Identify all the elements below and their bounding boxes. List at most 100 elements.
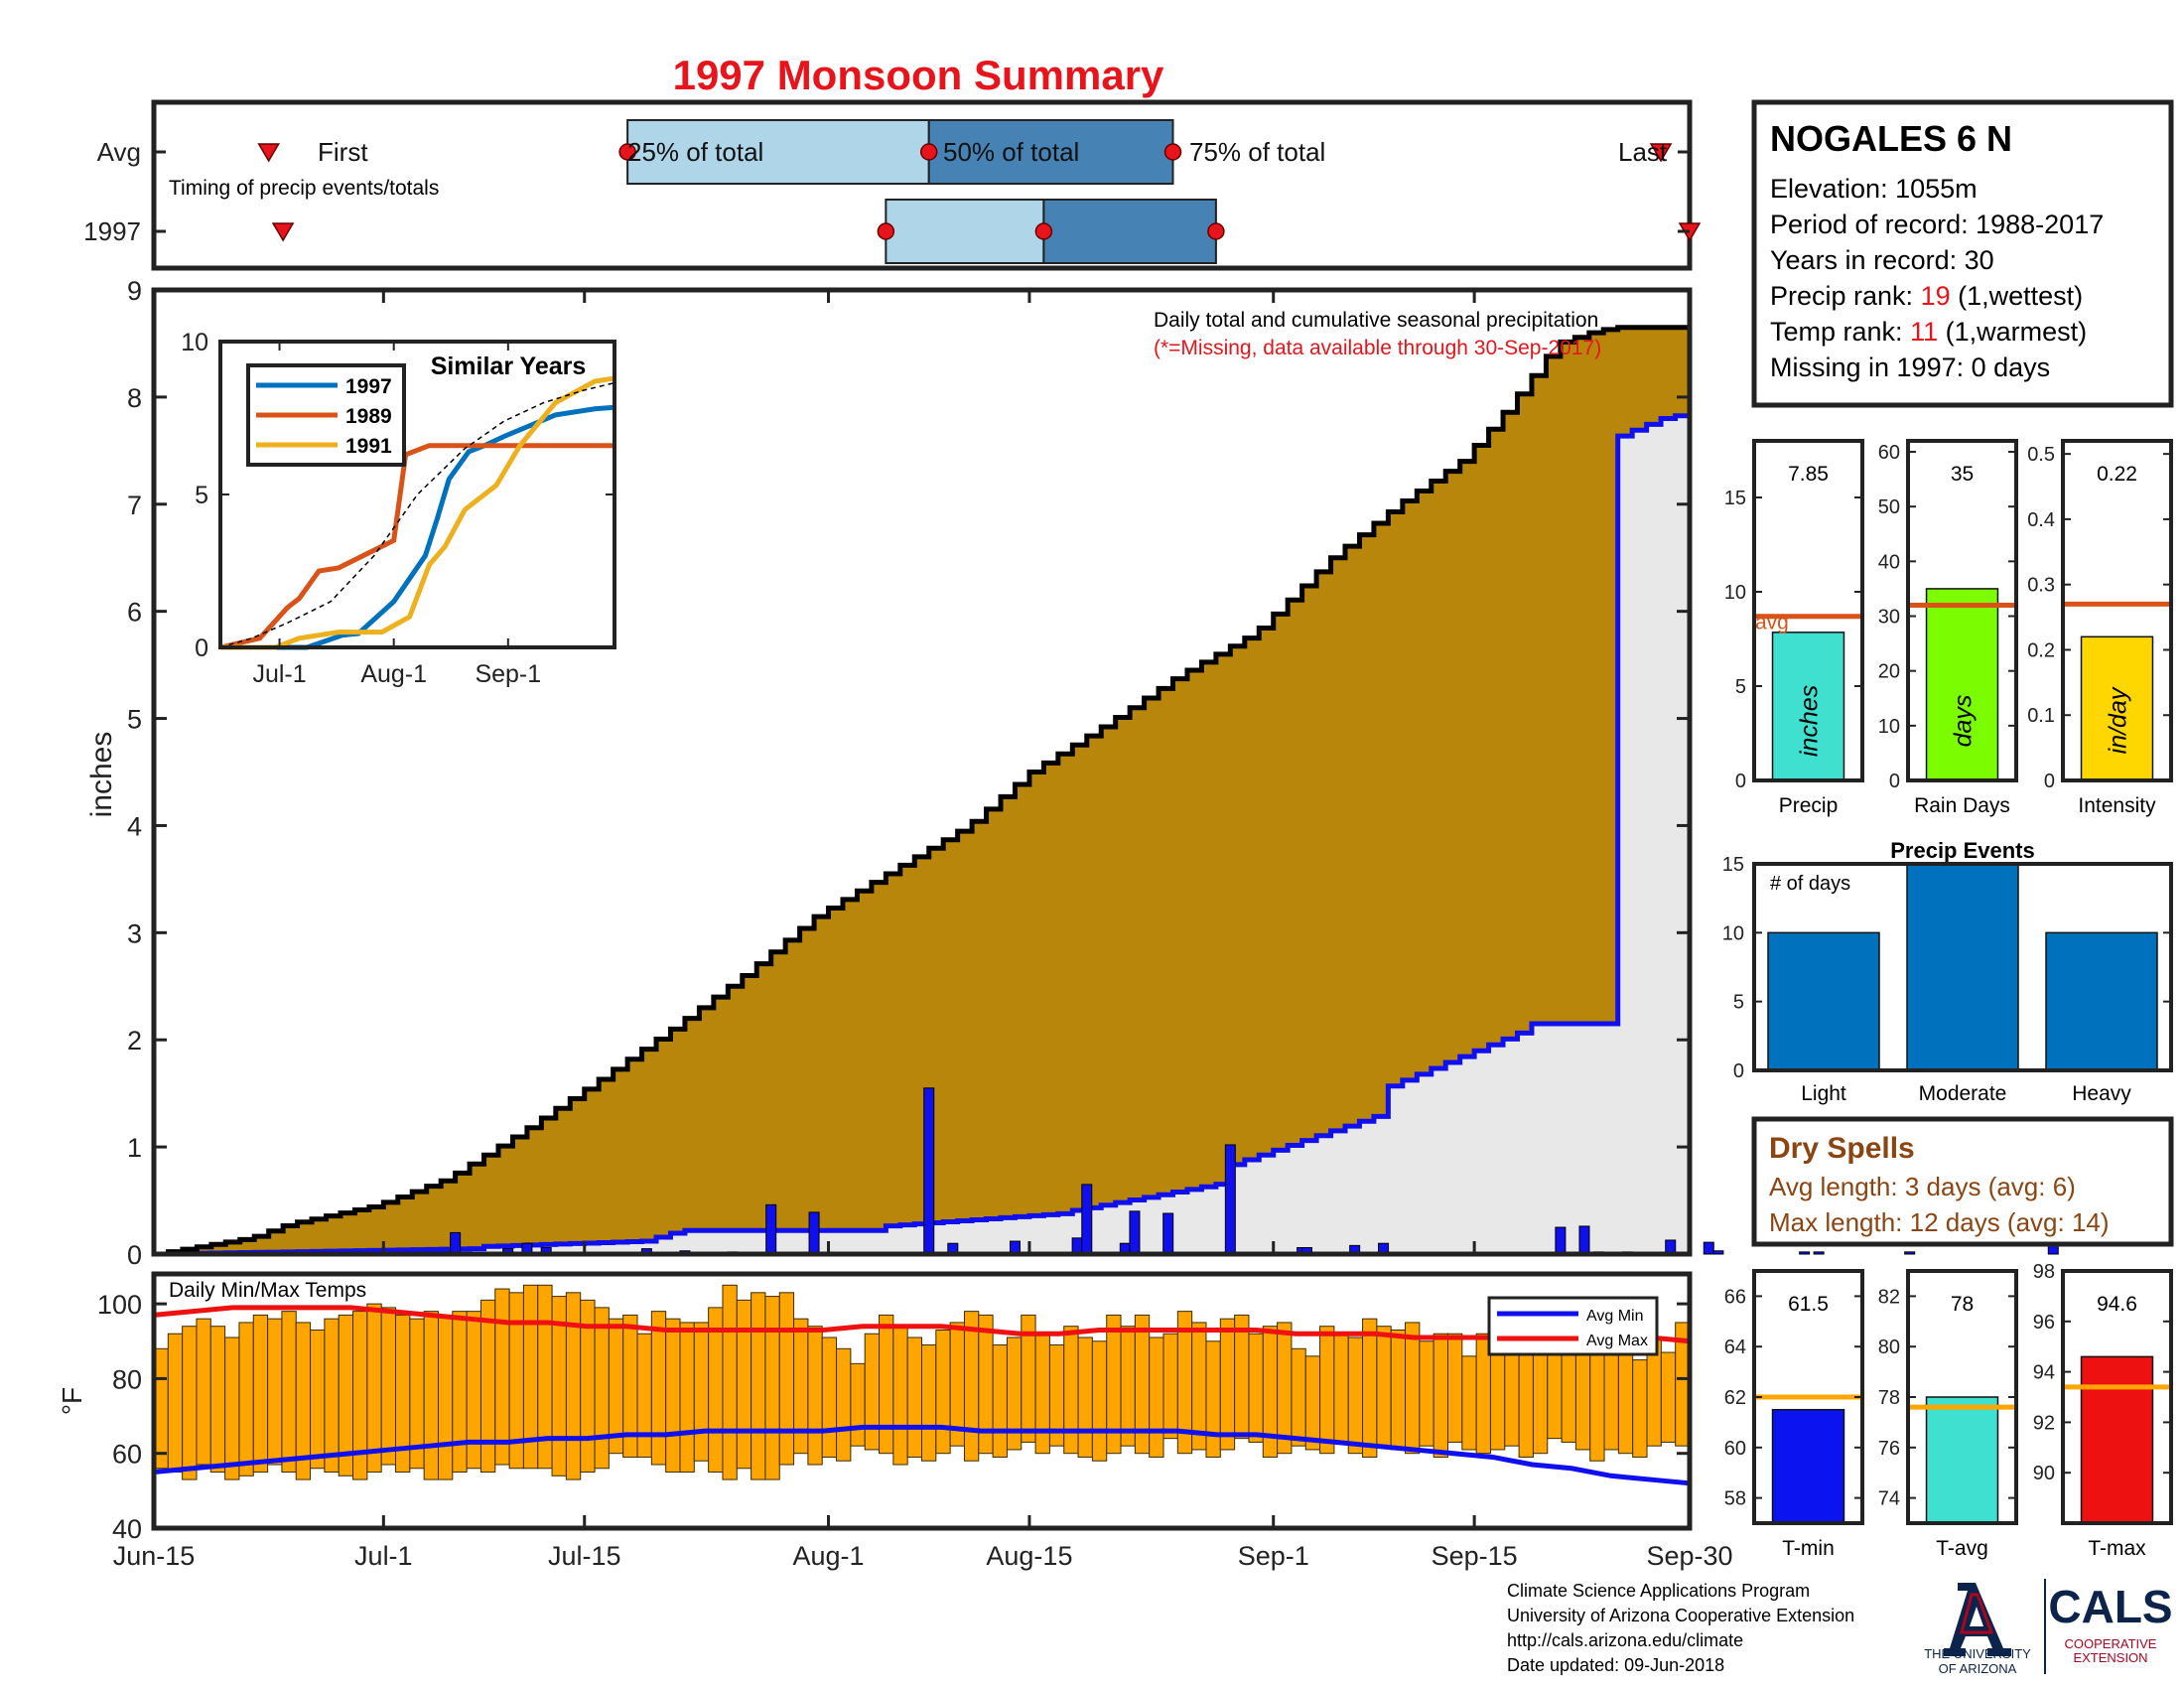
- daily-temp-bar: [935, 1329, 951, 1455]
- avg-max-line: [153, 1305, 1691, 1344]
- footer-line-2: University of Arizona Cooperative Extens…: [1507, 1606, 1854, 1625]
- dry-spells-frame: [1751, 1116, 2174, 1247]
- daily-precip-bar: [1081, 1184, 1093, 1255]
- daily-temp-bar: [665, 1318, 681, 1474]
- cals-logo: CALS COOPERATIVE EXTENSION: [2048, 1581, 2172, 1665]
- intensity-xlabel: Intensity: [2078, 794, 2156, 817]
- tmax-ytick-label: 98: [2033, 1261, 2055, 1283]
- tmax-value-text: 94.6: [2097, 1293, 2137, 1316]
- tavg-ytick-label: 82: [1878, 1286, 1900, 1308]
- events-xlabel: Moderate: [1919, 1082, 2007, 1105]
- daily-temp-bar: [1461, 1355, 1477, 1451]
- temp-ytick-label: 80: [112, 1364, 142, 1394]
- precip-ytick-label: 5: [1735, 676, 1746, 698]
- tmin-xlabel: T-min: [1782, 1537, 1835, 1560]
- tmin-ytick-label: 60: [1724, 1438, 1746, 1460]
- rain-days-ytick-label: 30: [1878, 607, 1900, 629]
- daily-temp-bar: [1077, 1336, 1093, 1458]
- daily-temp-bar: [1248, 1333, 1264, 1443]
- daily-temp-bar: [892, 1326, 908, 1466]
- dry-spells-avg: Avg length: 3 days (avg: 6): [1769, 1172, 2076, 1201]
- daily-temp-bar: [1574, 1351, 1591, 1451]
- inset-ytick-label: 5: [195, 482, 208, 509]
- timing-p75-label: 75% of total: [1189, 137, 1325, 167]
- tmax-bar: [2080, 1355, 2154, 1524]
- inset-xtick-label: Sep-1: [475, 660, 541, 688]
- daily-temp-bar: [1234, 1314, 1250, 1440]
- timing-last-label: Last: [1618, 137, 1668, 167]
- rain-days-ytick-label: 0: [1889, 771, 1900, 792]
- main-ytick-label: 3: [127, 918, 142, 948]
- tmin-ytick-label: 58: [1724, 1488, 1746, 1510]
- daily-precip-bar: [1904, 1251, 1916, 1255]
- inset-legend-label: 1997: [345, 375, 392, 398]
- avg-cumulative-line: [154, 325, 1690, 1257]
- tmax-xlabel: T-max: [2088, 1537, 2146, 1560]
- tmin-bar: [1771, 1408, 1845, 1524]
- ua-logo-line-1: THE UNIVERSITY: [1924, 1646, 2031, 1661]
- main-ytick-label: 5: [127, 705, 142, 735]
- intensity-bar: [2080, 635, 2154, 781]
- daily-temp-bar: [565, 1292, 582, 1480]
- temp-frame: [151, 1271, 1693, 1531]
- temp-xtick-label: Jul-15: [548, 1541, 621, 1571]
- dry-spells-max: Max length: 12 days (avg: 14): [1769, 1207, 2110, 1237]
- daily-temp-bar: [366, 1303, 382, 1474]
- avg-max-legend-label: Avg Max: [1586, 1333, 1648, 1349]
- daily-temp-bar: [864, 1333, 881, 1451]
- dry-spells-box: Dry Spells Avg length: 3 days (avg: 6) M…: [1751, 1116, 2174, 1247]
- daily-temp-bar: [594, 1307, 610, 1470]
- daily-precip-bar: [1555, 1226, 1567, 1255]
- precip-frame: [1752, 439, 1864, 782]
- daily-temp-bar: [693, 1322, 710, 1462]
- events-xlabel: Heavy: [2072, 1082, 2131, 1105]
- ua-block-a-inner-icon: [1960, 1593, 1994, 1634]
- inset-ytick-label: 0: [195, 634, 208, 662]
- precip-unit-label: inches: [1796, 685, 1824, 757]
- daily-temp-bar: [1362, 1318, 1378, 1458]
- rain-days-xlabel: Rain Days: [1914, 794, 2010, 817]
- temp-rank-label: Temp rank:: [1770, 317, 1910, 347]
- temp-xtick-label: Sep-15: [1432, 1541, 1518, 1571]
- daily-precip-bar: [1129, 1210, 1141, 1255]
- timing-p50-label: 50% of total: [943, 137, 1079, 167]
- tavg-value-text: 78: [1951, 1293, 1974, 1316]
- avg-quartile-marker-1: [618, 143, 636, 161]
- tmax-ytick-label: 94: [2033, 1362, 2055, 1384]
- inset-xtick-label: Aug-1: [360, 660, 427, 688]
- temp-xtick-label: Jun-15: [113, 1541, 196, 1571]
- temp-rank-value: 11: [1910, 317, 1938, 347]
- similar-year-line-1991: [220, 375, 615, 650]
- daily-precip-bar: [1712, 1250, 1724, 1255]
- daily-temp-bar: [1149, 1336, 1164, 1458]
- main-note-1: Daily total and cumulative seasonal prec…: [1154, 309, 1598, 332]
- inset-ytick-label: 10: [181, 329, 208, 356]
- station-frame: [1751, 99, 2174, 408]
- precip-rank-label: Precip rank:: [1770, 281, 1921, 311]
- daily-temp-bar: [1291, 1347, 1306, 1447]
- main-note-2: (*=Missing, data available through 30-Se…: [1154, 337, 1601, 359]
- temp-xtick-label: Aug-1: [792, 1541, 864, 1571]
- main-ytick-label: 6: [127, 598, 142, 628]
- daily-temp-bar: [722, 1284, 738, 1480]
- main-ytick-label: 7: [127, 491, 142, 520]
- cals-logo-text: CALS: [2048, 1581, 2172, 1632]
- intensity-ytick-label: 0.3: [2027, 575, 2055, 597]
- intensity-ytick-label: 0.2: [2027, 639, 2055, 661]
- daily-temp-bar: [1319, 1326, 1335, 1455]
- station-info-box: NOGALES 6 N Elevation: 1055m Period of r…: [1751, 99, 2174, 408]
- temp-xtick-label: Aug-15: [986, 1541, 1072, 1571]
- footer: Climate Science Applications Program Uni…: [1507, 1579, 2173, 1676]
- similar-years-average-line: [219, 381, 615, 648]
- footer-line-4: Date updated: 09-Jun-2018: [1507, 1655, 1724, 1675]
- daily-temp-bar: [437, 1314, 454, 1480]
- tmax-ytick-label: 90: [2033, 1463, 2055, 1484]
- tmin-value-text: 61.5: [1788, 1293, 1829, 1316]
- cals-sub-2: EXTENSION: [2073, 1650, 2147, 1665]
- rain-days-bar: [1925, 588, 1999, 781]
- events-ytick-label: 15: [1722, 854, 1744, 876]
- avg-min-line: [153, 1424, 1691, 1486]
- daily-precip-bar: [450, 1231, 462, 1255]
- tmin-ytick-label: 64: [1724, 1336, 1746, 1358]
